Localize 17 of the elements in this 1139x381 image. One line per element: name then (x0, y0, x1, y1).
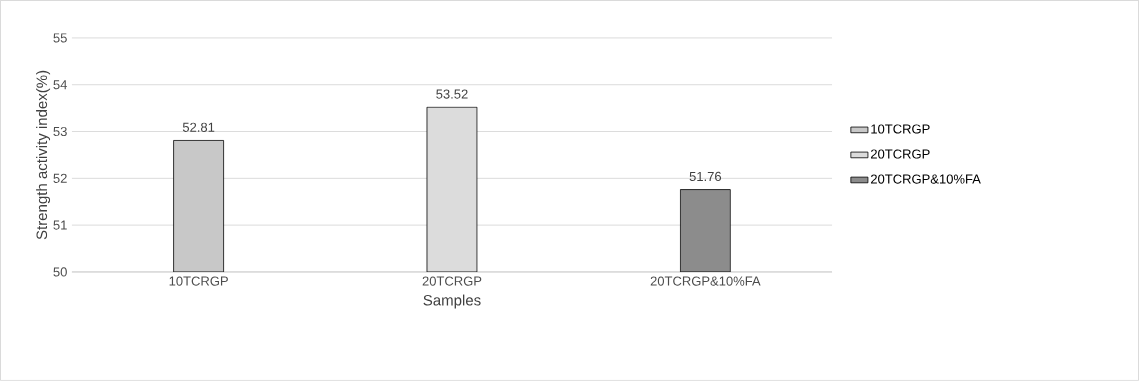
x-tick-label: 20TCRGP&10%FA (650, 276, 761, 286)
x-axis-title: Samples (423, 294, 481, 309)
data-label: 51.76 (689, 171, 722, 182)
y-axis-title: Strength activity index(%) (36, 70, 51, 240)
y-tick-label: 52 (53, 173, 67, 183)
y-tick-label: 55 (53, 33, 67, 43)
legend-label: 20TCRGP&10%FA (870, 174, 981, 184)
data-label: 52.81 (182, 122, 215, 132)
y-tick-label: 50 (53, 267, 67, 277)
y-tick-label: 54 (53, 80, 68, 90)
y-tick-label: 53 (53, 126, 67, 137)
data-label: 53.52 (436, 89, 468, 99)
legend-label: 10TCRGP (871, 124, 930, 134)
y-tick-label: 51 (53, 220, 67, 230)
x-tick-label: 10TCRGP (169, 276, 228, 286)
x-tick-label: 20TCRGP (422, 276, 482, 286)
legend-label: 20TCRGP (870, 149, 930, 159)
